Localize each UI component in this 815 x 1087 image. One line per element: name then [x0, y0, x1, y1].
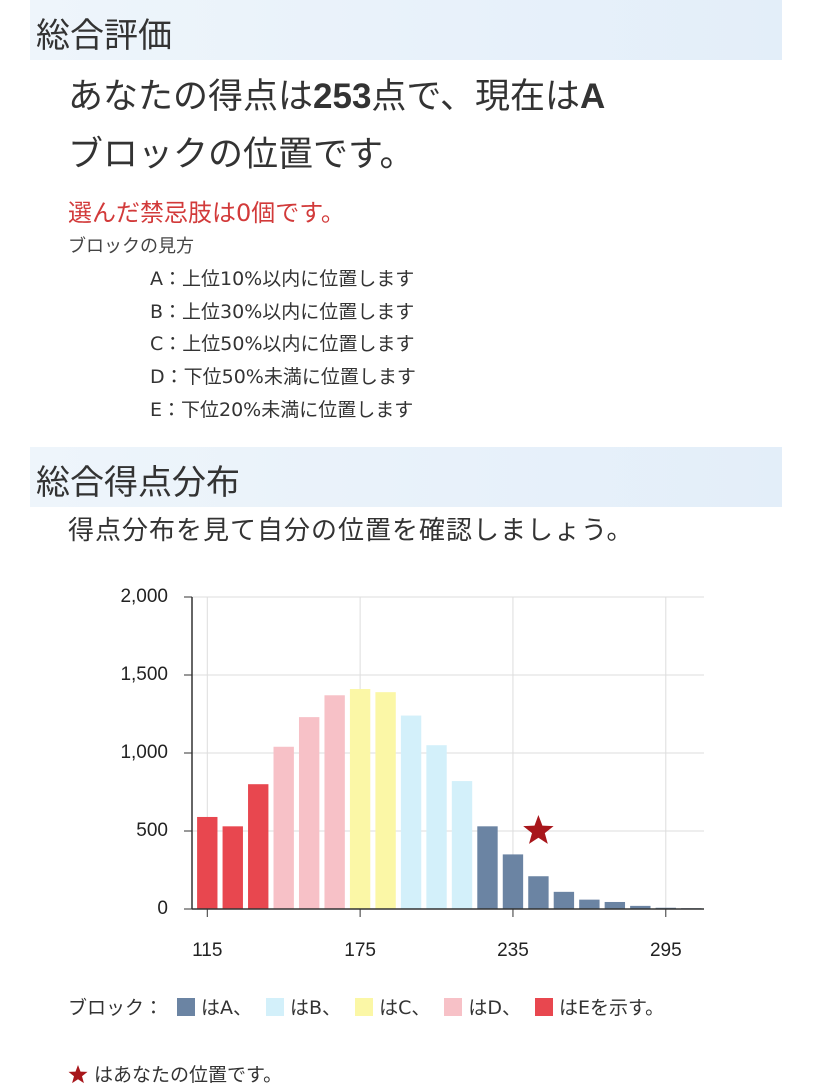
legend-label: はEを示す。: [558, 997, 665, 1019]
legend-swatch: [266, 998, 285, 1016]
x-tick-label: 295: [650, 940, 682, 961]
legend-swatch: [444, 998, 463, 1016]
section-header: 総合評価: [30, 0, 782, 60]
legend-label: はC、: [379, 997, 431, 1019]
y-tick-label: 500: [136, 820, 168, 841]
marker-label: はあなたの位置です。: [94, 1064, 283, 1086]
bar: [197, 816, 218, 909]
guide-item: A：上位10%以内に位置します: [150, 268, 415, 290]
histogram: 0 500 1,000 1,500 2,000 115 175 235 295: [120, 586, 704, 961]
bar: [298, 717, 320, 909]
position-marker: [523, 815, 554, 844]
legend-swatch: [355, 998, 374, 1016]
bar: [324, 695, 345, 909]
bar: [349, 689, 371, 909]
bar: [553, 891, 575, 909]
description: 得点分布を見て自分の位置を確認しましょう。: [68, 516, 634, 546]
x-tick-label: 115: [192, 940, 222, 961]
bar: [528, 876, 549, 909]
marker-note: はあなたの位置です。: [68, 1060, 282, 1087]
section-title: 総合得点分布: [36, 463, 240, 503]
bar: [630, 905, 651, 909]
score: 253: [313, 77, 372, 116]
y-tick-label: 1,500: [120, 664, 168, 685]
result-text: あなたの得点は253点で、現在はA ブロックの位置です。: [68, 68, 605, 184]
legend-swatch: [177, 998, 196, 1016]
section-header: 総合得点分布: [30, 447, 782, 507]
bar: [502, 854, 524, 909]
legend: ブロック： はA、 はB、 はC、 はD、 はEを示す。: [68, 992, 748, 1025]
block: A: [580, 77, 606, 116]
result-part: あなたの得点は: [68, 77, 314, 117]
bar: [273, 746, 294, 909]
bar: [375, 692, 396, 909]
legend-label: はA、: [201, 997, 253, 1019]
legend-swatch: [534, 998, 553, 1016]
result-part: ブロックの位置です。: [68, 135, 415, 175]
legend-label: はD、: [468, 997, 521, 1019]
legend-title: ブロック：: [68, 997, 164, 1019]
bar: [477, 826, 498, 909]
bar: [579, 899, 600, 909]
bar: [451, 781, 473, 909]
section-title: 総合評価: [36, 16, 172, 56]
bar: [248, 784, 269, 909]
y-tick-label: 1,000: [120, 742, 168, 763]
marker-icon: [68, 1065, 88, 1084]
contraindication: 選んだ禁忌肢は0個です。: [68, 199, 345, 227]
guide-item: D：下位50%未満に位置します: [150, 366, 416, 389]
marker-icon-star: [68, 1065, 88, 1084]
legend-label: はB、: [290, 997, 342, 1019]
guide-item: E：下位20%未満に位置します: [150, 398, 414, 421]
result-part: 点で、現在は: [371, 77, 581, 117]
guide-title: ブロックの見方: [68, 236, 194, 257]
y-tick-label: 2,000: [120, 586, 168, 607]
bar: [222, 826, 243, 909]
bar: [426, 745, 447, 909]
bar: [400, 715, 422, 909]
guide-item: C：上位50%以内に位置します: [150, 333, 415, 356]
x-tick-label: 235: [497, 940, 529, 961]
x-tick-label: 175: [344, 940, 376, 961]
y-tick-label: 0: [157, 898, 168, 919]
bar: [604, 901, 626, 909]
guide-item: B：上位30%以内に位置します: [150, 300, 415, 323]
